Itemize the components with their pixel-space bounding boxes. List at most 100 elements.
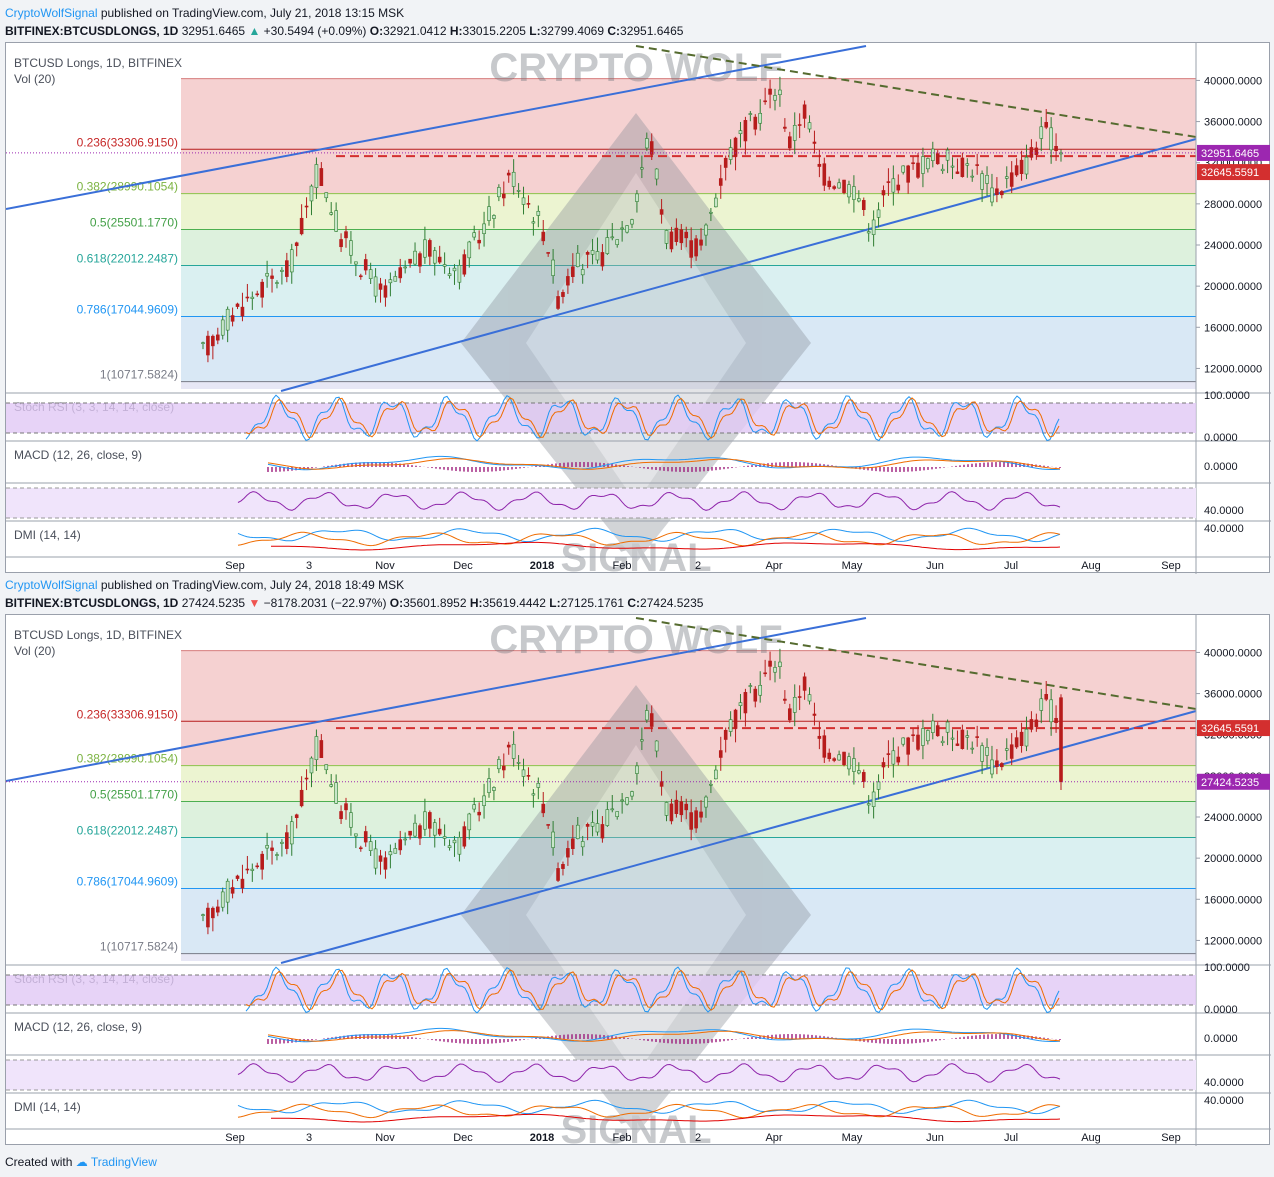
candle-body [1019, 159, 1024, 174]
candle-body [378, 283, 383, 290]
candle-body [995, 188, 999, 195]
candle-body [403, 266, 407, 269]
watermark-diamond [461, 113, 811, 563]
fib-level-label: 0.236(33306.9150) [77, 135, 178, 149]
watermark-bottom-text: SIGNAL [560, 536, 711, 574]
candle-body [930, 148, 935, 161]
candle-body [442, 836, 447, 839]
candle-body [871, 219, 876, 235]
candle-body [487, 778, 491, 793]
fib-level-label: 0.5(25501.1770) [90, 788, 178, 802]
candle-body [718, 178, 723, 186]
ohlc-high: 33015.2205 [462, 24, 526, 38]
candle-body [215, 334, 220, 341]
candle-body [206, 335, 210, 356]
candle-body [758, 685, 763, 696]
candle-body [689, 812, 693, 830]
candle-body [654, 168, 659, 180]
candle-body [344, 803, 348, 811]
candle-body [1014, 165, 1019, 176]
symbol: BITFINEX:BTCUSDLONGS, 1D [5, 24, 179, 38]
candle-body [349, 240, 353, 256]
candle-body [699, 811, 703, 818]
publish-info: published on TradingView.com, July 24, 2… [100, 578, 405, 592]
candle-body [398, 267, 403, 279]
candle-body [556, 868, 560, 881]
level-price-tag [1197, 164, 1270, 181]
candle-body [275, 854, 279, 856]
candle-body [423, 239, 427, 258]
chart-panel-1[interactable]: 0.236(33306.9150)0.382(28990.1054)0.5(25… [5, 42, 1271, 580]
candle-body [630, 791, 634, 797]
candle-body [960, 729, 965, 749]
candle-body [289, 821, 294, 845]
candle-body [1009, 172, 1014, 187]
time-tick-label: 2 [695, 560, 701, 572]
candle-body [516, 762, 521, 764]
price-tick-label: 12000.0000 [1204, 935, 1262, 947]
author-link[interactable]: CryptoWolfSignal [5, 6, 98, 20]
candle-body [945, 149, 950, 161]
indicator-label: DMI (14, 14) [14, 1100, 81, 1114]
candle-body [644, 138, 649, 149]
chart-svg-2[interactable]: 0.236(33306.9150)0.382(28990.1054)0.5(25… [5, 615, 1271, 1152]
candle-body [477, 239, 481, 244]
candle-body [1044, 122, 1049, 128]
candle-body [704, 224, 708, 236]
candle-body [447, 845, 452, 848]
chart-panel-2[interactable]: 0.236(33306.9150)0.382(28990.1054)0.5(25… [5, 614, 1271, 1152]
chart-svg-1[interactable]: 0.236(33306.9150)0.382(28990.1054)0.5(25… [5, 43, 1271, 580]
candle-body [413, 822, 417, 837]
fib-zone-bottom [181, 381, 1196, 389]
candle-body [546, 252, 550, 254]
macd-line [267, 1027, 1061, 1043]
candle-body [566, 848, 570, 858]
adx-line [271, 541, 1061, 551]
candle-body [886, 181, 891, 183]
candle-body [605, 809, 610, 826]
candle-body [383, 857, 388, 870]
candle-body [403, 838, 407, 841]
candle-body [1034, 719, 1039, 727]
candle-body [728, 719, 733, 732]
price-change: +30.5494 (+0.09%) [263, 24, 367, 38]
candle-body [704, 796, 708, 808]
candle-body [304, 205, 309, 208]
candle-body [418, 253, 422, 267]
candle-body [640, 739, 644, 742]
candle-body [990, 759, 994, 775]
fib-level-label: 1(10717.5824) [100, 940, 178, 954]
candle-body [575, 252, 580, 267]
fib-zone-bottom [181, 953, 1196, 961]
level-price-tag-label: 32645.5591 [1201, 167, 1259, 179]
stoch-k-line [245, 966, 1060, 1014]
candle-body [1004, 748, 1009, 751]
macd-tick-label: 0.0000 [1204, 461, 1238, 473]
candle-body [526, 775, 531, 777]
tradingview-link[interactable]: TradingView [90, 1155, 157, 1169]
candle-body [541, 803, 546, 814]
candle-body [497, 187, 501, 198]
candle-body [482, 795, 486, 806]
candle-body [817, 735, 822, 739]
candle-body [240, 306, 245, 317]
candle-body [1049, 127, 1053, 151]
candle-body [497, 759, 501, 770]
candle-body [926, 158, 930, 170]
candle-body [319, 168, 324, 186]
candle-body [590, 250, 595, 255]
symbol: BITFINEX:BTCUSDLONGS, 1D [5, 596, 179, 610]
candle-body [225, 308, 230, 331]
candle-body [635, 193, 639, 202]
candle-body [585, 251, 590, 255]
candle-body [250, 868, 255, 871]
fib-level-label: 1(10717.5824) [100, 368, 178, 382]
author-link[interactable]: CryptoWolfSignal [5, 578, 98, 592]
candle-body [521, 197, 526, 205]
candle-body [526, 203, 531, 205]
candle-body [797, 124, 802, 126]
ohlc-open: 32921.0412 [383, 24, 447, 38]
candle-body [492, 787, 496, 791]
price-tick-label: 28000.0000 [1204, 199, 1262, 211]
candle-body [531, 793, 536, 796]
